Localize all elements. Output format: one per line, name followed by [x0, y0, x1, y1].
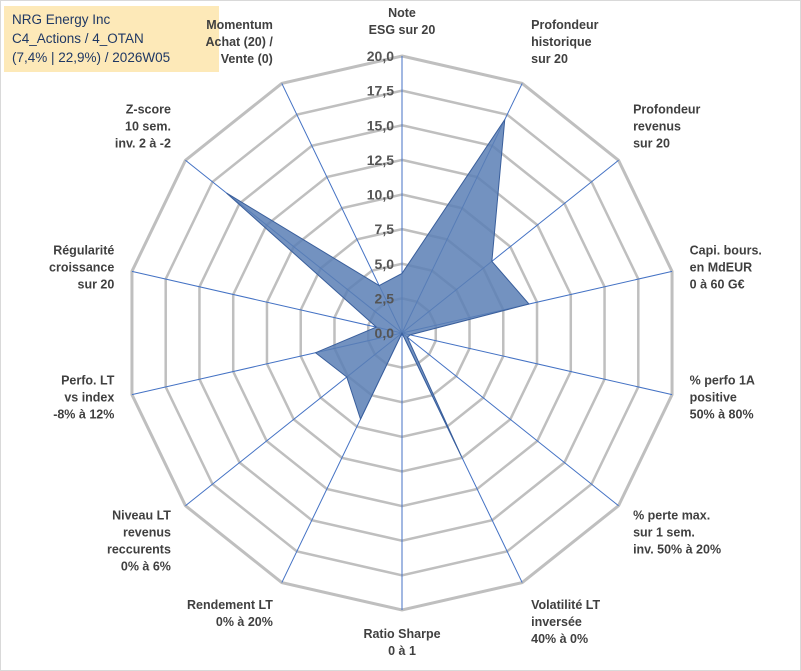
- category-label-line: Z-score: [126, 102, 171, 116]
- tick-label: 20,0: [367, 48, 394, 64]
- category-label-line: Profondeur: [633, 102, 700, 116]
- category-label-line: Vente (0): [221, 52, 273, 66]
- category-label-line: vs index: [64, 391, 114, 405]
- category-label-line: 0 à 60 G€: [690, 277, 745, 291]
- category-label-line: Note: [388, 6, 416, 20]
- category-label-line: en MdEUR: [690, 260, 753, 274]
- category-label-line: Volatilité LT: [531, 598, 600, 612]
- category-label-line: Profondeur: [531, 18, 598, 32]
- category-label-line: sur 20: [78, 277, 115, 291]
- category-label-line: -8% à 12%: [53, 408, 114, 422]
- category-label-line: inv. 50% à 20%: [633, 543, 721, 557]
- category-label-line: Ratio Sharpe: [363, 627, 440, 641]
- category-label-line: Achat (20) /: [205, 35, 273, 49]
- axis-spoke: [401, 332, 673, 396]
- series-area: [226, 119, 530, 457]
- category-label: Note ESG sur 20: [369, 6, 436, 37]
- category-label: Niveau LT revenus reccurents 0% à 6%: [107, 509, 171, 574]
- category-label-line: Niveau LT: [112, 509, 171, 523]
- radar-tick-labels: 0,0 2,5 5,0 7,5 10,0 12,5 15,0 17,5 20,0: [367, 48, 394, 341]
- category-label-line: positive: [690, 391, 737, 405]
- portfolio-path: C4_Actions / 4_OTAN: [12, 31, 144, 46]
- category-label-line: 0 à 1: [388, 644, 416, 658]
- category-label-line: Rendement LT: [187, 598, 273, 612]
- radar-category-labels: Note ESG sur 20 Profondeur historique sur 20…: [49, 6, 762, 658]
- category-label-line: 0% à 20%: [216, 615, 273, 629]
- category-label-line: inv. 2 à -2: [115, 136, 171, 150]
- category-label: Profondeur revenus sur 20: [633, 102, 700, 150]
- category-label-line: inversée: [531, 615, 582, 629]
- category-label: % perfo 1A positive 50% à 80%: [690, 374, 755, 422]
- category-label-line: sur 20: [531, 52, 568, 66]
- tick-label: 10,0: [367, 187, 394, 203]
- category-label-line: 50% à 80%: [690, 408, 754, 422]
- category-label: Volatilité LT inversée 40% à 0%: [531, 598, 600, 646]
- category-label-line: 40% à 0%: [531, 632, 588, 646]
- tick-label: 17,5: [367, 83, 394, 99]
- axis-spoke: [401, 332, 619, 507]
- category-label: % perte max. sur 1 sem. inv. 50% à 20%: [633, 509, 721, 557]
- radar-series: [226, 119, 530, 457]
- category-label: Perfo. LT vs index -8% à 12%: [53, 374, 115, 422]
- category-label: Profondeur historique sur 20: [531, 18, 598, 66]
- category-label: Rendement LT 0% à 20%: [187, 598, 273, 629]
- category-label-line: sur 1 sem.: [633, 526, 695, 540]
- tick-label: 2,5: [375, 290, 395, 306]
- category-label-line: Régularité: [53, 243, 114, 257]
- category-label-line: reccurents: [107, 543, 171, 557]
- category-label-line: Capi. bours.: [690, 243, 762, 257]
- category-label-line: Perfo. LT: [61, 374, 115, 388]
- chart-header: NRG Energy Inc C4_Actions / 4_OTAN (7,4%…: [4, 6, 219, 72]
- category-label-line: Momentum: [206, 18, 273, 32]
- category-label: Capi. bours. en MdEUR 0 à 60 G€: [690, 243, 762, 291]
- category-label-line: historique: [531, 35, 591, 49]
- company-name: NRG Energy Inc: [12, 12, 111, 27]
- category-label-line: % perte max.: [633, 509, 710, 523]
- category-label-line: croissance: [49, 260, 114, 274]
- category-label: Régularité croissance sur 20: [49, 243, 114, 291]
- category-label-line: revenus: [123, 526, 171, 540]
- category-label-line: sur 20: [633, 136, 670, 150]
- tick-label: 0,0: [375, 325, 395, 341]
- category-label-line: 0% à 6%: [121, 560, 171, 574]
- category-label-line: revenus: [633, 119, 681, 133]
- tick-label: 7,5: [375, 221, 395, 237]
- category-label: Z-score 10 sem. inv. 2 à -2: [115, 102, 171, 150]
- tick-label: 5,0: [375, 256, 395, 272]
- category-label-line: 10 sem.: [125, 119, 171, 133]
- category-label: Ratio Sharpe 0 à 1: [363, 627, 440, 658]
- category-label: Momentum Achat (20) / Vente (0): [205, 18, 273, 66]
- axis-spoke: [131, 270, 403, 334]
- category-label-line: ESG sur 20: [369, 23, 436, 37]
- performance-summary: (7,4% | 22,9%) / 2026W05: [12, 50, 171, 65]
- category-label-line: % perfo 1A: [690, 374, 755, 388]
- tick-label: 12,5: [367, 152, 394, 168]
- tick-label: 15,0: [367, 117, 394, 133]
